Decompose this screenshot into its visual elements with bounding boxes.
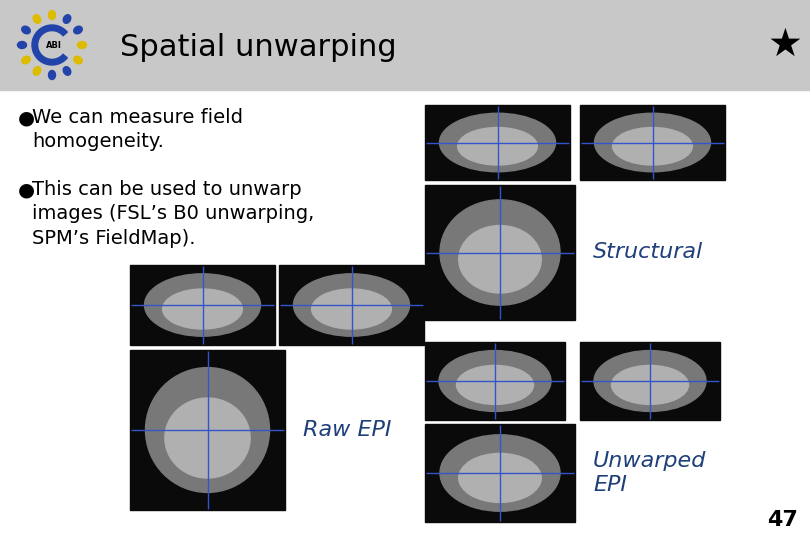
Ellipse shape <box>49 71 56 79</box>
Ellipse shape <box>293 274 410 336</box>
Ellipse shape <box>49 10 56 19</box>
Ellipse shape <box>146 368 270 492</box>
Ellipse shape <box>22 26 30 34</box>
Ellipse shape <box>78 42 87 49</box>
Bar <box>0 0 810 90</box>
Ellipse shape <box>33 15 40 23</box>
Ellipse shape <box>144 274 261 336</box>
Ellipse shape <box>312 289 391 329</box>
Ellipse shape <box>33 67 40 75</box>
Text: This can be used to unwarp
images (FSL’s B0 unwarping,
SPM’s FieldMap).: This can be used to unwarp images (FSL’s… <box>32 180 314 247</box>
Bar <box>425 105 570 180</box>
Text: ABI: ABI <box>46 40 62 50</box>
Ellipse shape <box>165 398 250 478</box>
Text: 47: 47 <box>767 510 798 530</box>
Circle shape <box>39 32 65 58</box>
Ellipse shape <box>458 127 537 165</box>
Ellipse shape <box>458 226 541 293</box>
Ellipse shape <box>74 26 83 34</box>
Ellipse shape <box>612 127 693 165</box>
Bar <box>580 342 720 420</box>
Ellipse shape <box>63 15 70 23</box>
Wedge shape <box>32 25 67 65</box>
Bar <box>425 185 575 320</box>
Bar <box>425 342 565 420</box>
Text: ●: ● <box>18 108 35 127</box>
Ellipse shape <box>439 350 551 411</box>
Ellipse shape <box>440 200 560 305</box>
Text: We can measure field
homogeneity.: We can measure field homogeneity. <box>32 108 243 151</box>
Ellipse shape <box>457 366 534 404</box>
Ellipse shape <box>163 289 242 329</box>
Ellipse shape <box>595 113 710 172</box>
Text: ●: ● <box>18 180 35 199</box>
Bar <box>0 90 810 540</box>
Bar <box>130 265 275 345</box>
Bar <box>130 350 285 510</box>
Text: ★: ★ <box>768 26 803 64</box>
Ellipse shape <box>440 435 560 511</box>
Ellipse shape <box>18 42 27 49</box>
Ellipse shape <box>440 113 556 172</box>
Bar <box>580 105 725 180</box>
Bar <box>279 265 424 345</box>
Ellipse shape <box>612 366 688 404</box>
Ellipse shape <box>22 56 30 64</box>
Ellipse shape <box>74 56 83 64</box>
Ellipse shape <box>458 454 541 502</box>
Text: Structural: Structural <box>593 242 703 262</box>
Ellipse shape <box>594 350 706 411</box>
Ellipse shape <box>63 67 70 75</box>
Text: Unwarped
EPI: Unwarped EPI <box>593 451 706 495</box>
Text: Spatial unwarping: Spatial unwarping <box>120 32 397 62</box>
Text: Raw EPI: Raw EPI <box>303 420 391 440</box>
Bar <box>425 424 575 522</box>
